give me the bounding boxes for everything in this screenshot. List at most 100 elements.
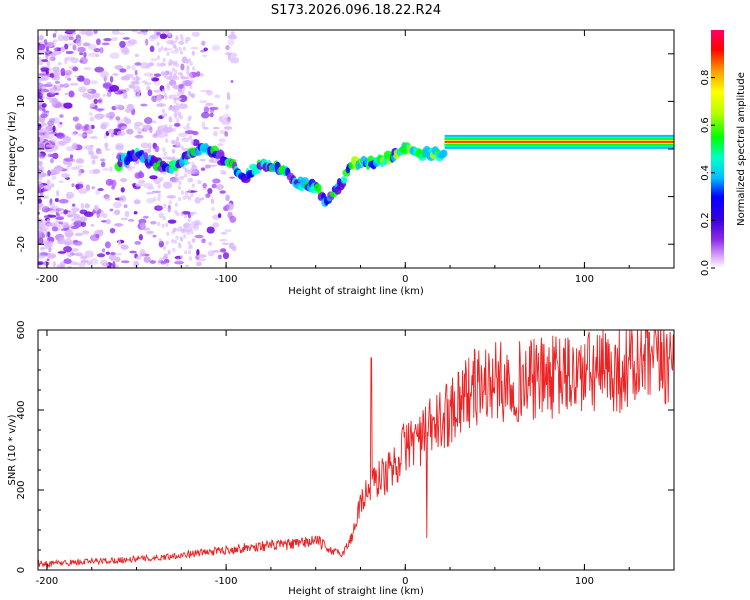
noise-blob: [176, 258, 180, 263]
noise-blob: [65, 30, 76, 34]
noise-blob: [159, 257, 163, 262]
noise-blob: [190, 192, 194, 198]
spectrogram-xlabel: Height of straight line (km): [288, 286, 424, 297]
spectrogram-ylabel: Frequency (Hz): [7, 111, 18, 187]
noise-blob: [175, 235, 179, 240]
noise-blob: [122, 92, 128, 99]
noise-blob: [160, 71, 165, 76]
noise-blob: [93, 98, 98, 105]
noise-blob: [189, 177, 194, 183]
noise-blob: [165, 76, 172, 80]
noise-blob: [52, 261, 57, 268]
noise-blob: [77, 262, 86, 268]
noise-blob: [158, 238, 162, 243]
noise-blob: [219, 190, 226, 194]
noise-blob: [190, 211, 194, 217]
noise-blob: [41, 59, 49, 63]
noise-blob: [116, 130, 126, 137]
noise-blob: [134, 53, 139, 58]
noise-blob: [217, 143, 224, 147]
noise-blob: [171, 67, 176, 72]
noise-blob: [179, 90, 183, 96]
noise-blob: [181, 80, 185, 85]
noise-blob: [142, 124, 151, 130]
noise-blob: [46, 179, 51, 185]
noise-blob: [140, 103, 148, 107]
noise-blob: [146, 197, 156, 204]
noise-blob: [58, 198, 69, 204]
noise-blob: [124, 87, 130, 92]
noise-blob: [70, 225, 79, 230]
noise-blob: [117, 89, 127, 94]
noise-blob: [187, 196, 192, 201]
noise-blob: [77, 46, 86, 53]
noise-blob: [212, 178, 221, 184]
noise-blob: [97, 188, 104, 192]
noise-blob: [143, 256, 151, 263]
noise-blob: [231, 245, 237, 252]
noise-blob: [92, 168, 101, 174]
noise-blob: [179, 73, 184, 79]
noise-blob: [40, 227, 47, 234]
noise-blob: [146, 191, 155, 195]
noise-blob: [41, 223, 47, 227]
noise-blob: [140, 142, 150, 149]
noise-blob: [195, 261, 202, 267]
noise-blob: [59, 140, 64, 147]
noise-blob: [84, 203, 90, 209]
noise-blob: [62, 83, 70, 88]
noise-blob: [74, 232, 84, 237]
noise-blob: [209, 112, 214, 118]
noise-blob: [202, 186, 208, 190]
noise-blob: [56, 132, 65, 139]
noise-blob: [189, 226, 193, 232]
noise-blob: [43, 215, 49, 219]
noise-blob: [51, 175, 57, 181]
noise-blob: [114, 64, 124, 70]
noise-blob: [109, 252, 116, 256]
noise-blob: [59, 121, 63, 125]
noise-blob: [108, 115, 114, 121]
noise-blob: [95, 108, 105, 111]
noise-blob: [86, 261, 92, 266]
noise-blob: [179, 50, 184, 55]
noise-blob: [176, 212, 180, 217]
noise-blob: [131, 76, 142, 81]
noise-blob: [192, 130, 199, 136]
noise-blob: [174, 202, 178, 207]
noise-blob: [38, 136, 41, 143]
noise-blob: [153, 73, 162, 77]
noise-blob: [181, 229, 186, 234]
noise-blob: [149, 260, 156, 264]
noise-blob: [38, 204, 41, 211]
noise-blob: [172, 149, 176, 154]
colorbar-tick-label: 0.6: [700, 117, 711, 133]
x-tick-label: -100: [215, 274, 238, 285]
noise-blob: [158, 212, 164, 218]
noise-blob: [72, 44, 77, 51]
noise-blob: [55, 84, 61, 88]
noise-blob: [77, 75, 85, 82]
noise-blob: [225, 194, 230, 202]
noise-blob: [110, 37, 118, 42]
noise-blob: [46, 60, 51, 67]
noise-blob: [173, 99, 177, 104]
noise-blob: [220, 231, 228, 235]
noise-blob: [97, 99, 102, 103]
noise-blob: [136, 31, 144, 35]
noise-blob: [63, 102, 73, 109]
noise-blob: [109, 166, 113, 172]
noise-blob: [48, 246, 52, 253]
noise-blob: [50, 158, 54, 164]
noise-blob: [230, 31, 235, 36]
noise-blob: [89, 136, 98, 139]
noise-blob: [212, 126, 220, 130]
noise-blob: [101, 248, 106, 253]
noise-blob: [65, 191, 75, 199]
noise-blob: [172, 105, 176, 110]
noise-blob: [183, 223, 187, 229]
noise-blob: [166, 195, 176, 199]
noise-blob: [82, 42, 91, 47]
noise-blob: [177, 242, 182, 247]
noise-blob: [223, 126, 233, 130]
